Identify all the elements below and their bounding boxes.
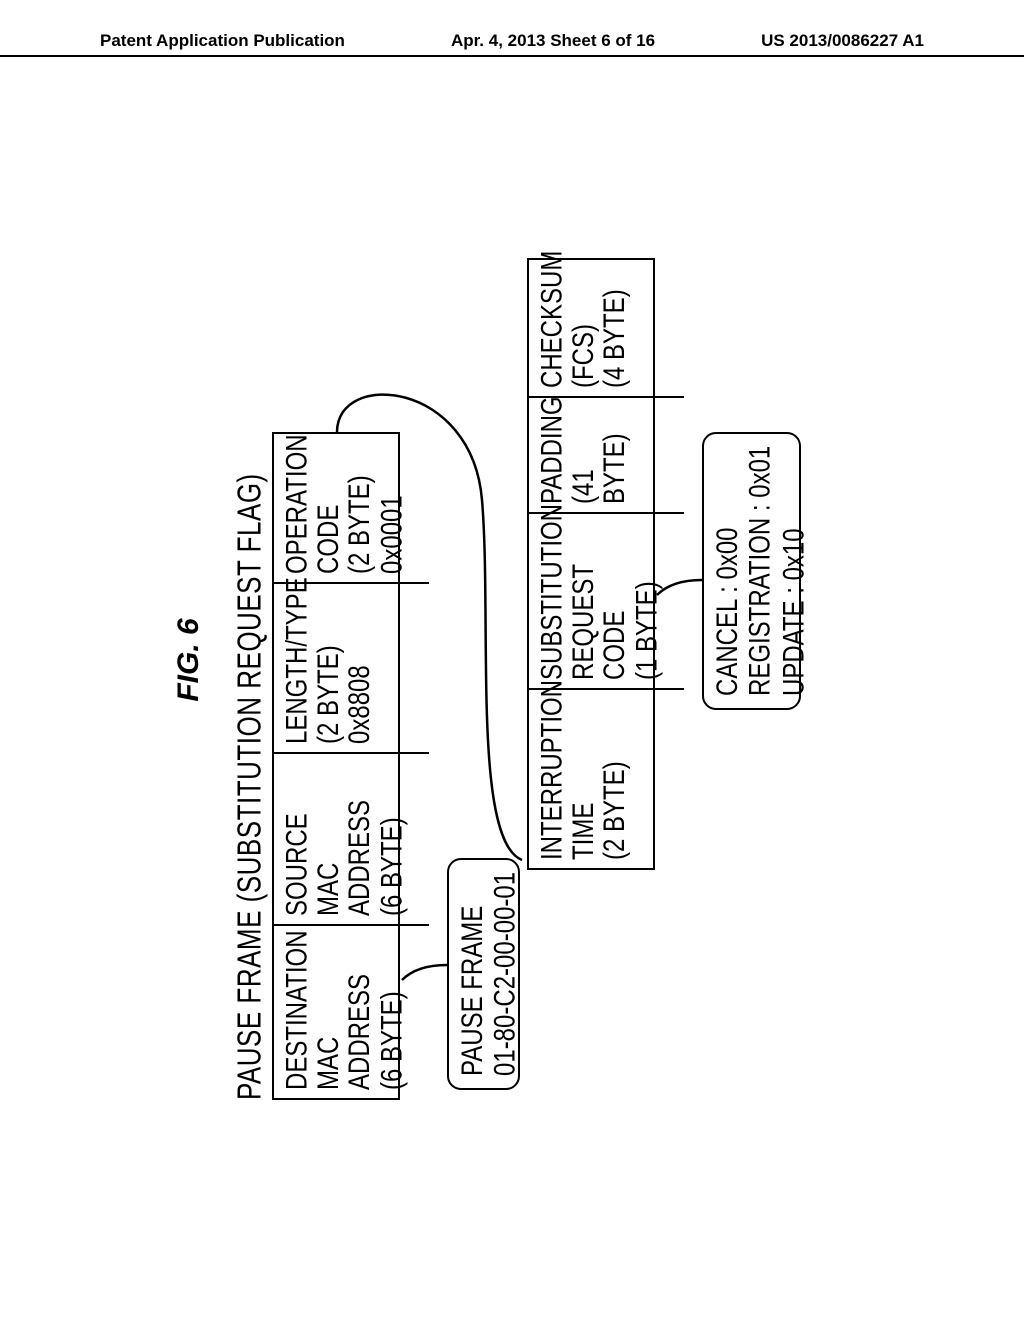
chk-l3: (4 BYTE) [599,268,630,388]
header-right: US 2013/0086227 A1 [761,31,924,51]
len-l3: 0x8808 [344,592,375,744]
header-center: Apr. 4, 2013 Sheet 6 of 16 [451,31,655,51]
callout-codes: CANCEL : 0x00 REGISTRATION : 0x01 UPDATE… [702,432,801,710]
chk-l1: CHECKSUM [537,268,568,388]
code-l3: UPDATE : 0x10 [778,446,811,696]
frame-row-2: INTERRUPTION TIME (2 BYTE) SUBSTITUTION … [527,258,655,870]
callout-pause-frame: PAUSE FRAME 01-80-C2-00-00-01 [447,858,520,1090]
dest-mac-l1: DESTINATION [282,934,313,1090]
pf-l2: 01-80-C2-00-00-01 [490,872,523,1076]
chk-l2: (FCS) [568,268,599,388]
src-mac-l3: (6 BYTE) [376,762,407,916]
len-l1: LENGTH/TYPE [282,592,313,744]
sub-l3: CODE [599,522,630,680]
op-l3: (2 BYTE) [344,442,375,574]
pad-l1: PADDING [537,406,568,504]
field-op-code: OPERATION CODE (2 BYTE) 0x0001 [274,434,429,582]
sub-l1: SUBSTITUTION [537,522,568,680]
int-l2: TIME [568,698,599,860]
frame-title: PAUSE FRAME (SUBSTITUTION REQUEST FLAG) [229,473,269,1100]
src-mac-l2: MAC ADDRESS [313,762,376,916]
field-src-mac: SOURCE MAC ADDRESS (6 BYTE) [274,752,429,924]
frame-row-1: DESTINATION MAC ADDRESS (6 BYTE) SOURCE … [272,432,400,1100]
int-l1: INTERRUPTION [537,698,568,860]
page-header: Patent Application Publication Apr. 4, 2… [0,55,1024,77]
dest-mac-l3: (6 BYTE) [376,934,407,1090]
diagram: FIG. 6 PAUSE FRAME (SUBSTITUTION REQUEST… [172,180,852,1140]
len-l2: (2 BYTE) [313,592,344,744]
op-l2: CODE [313,442,344,574]
figure-label: FIG. 6 [172,618,206,701]
pad-l2: (41 BYTE) [568,406,631,504]
code-l2: REGISTRATION : 0x01 [745,446,778,696]
header-left: Patent Application Publication [100,31,345,51]
op-l4: 0x0001 [376,442,407,574]
field-length-type: LENGTH/TYPE (2 BYTE) 0x8808 [274,582,429,752]
op-l1: OPERATION [282,442,313,574]
int-l3: (2 BYTE) [599,698,630,860]
sub-l4: (1 BYTE) [631,522,662,680]
src-mac-l1: SOURCE [282,762,313,916]
pf-l1: PAUSE FRAME [457,872,490,1076]
field-dest-mac: DESTINATION MAC ADDRESS (6 BYTE) [274,924,429,1098]
dest-mac-l2: MAC ADDRESS [313,934,376,1090]
code-l1: CANCEL : 0x00 [712,446,745,696]
field-checksum: CHECKSUM (FCS) (4 BYTE) [529,260,684,396]
field-sub-req-code: SUBSTITUTION REQUEST CODE (1 BYTE) [529,512,684,688]
field-padding: PADDING (41 BYTE) [529,396,684,512]
field-interruption-time: INTERRUPTION TIME (2 BYTE) [529,688,684,868]
sub-l2: REQUEST [568,522,599,680]
